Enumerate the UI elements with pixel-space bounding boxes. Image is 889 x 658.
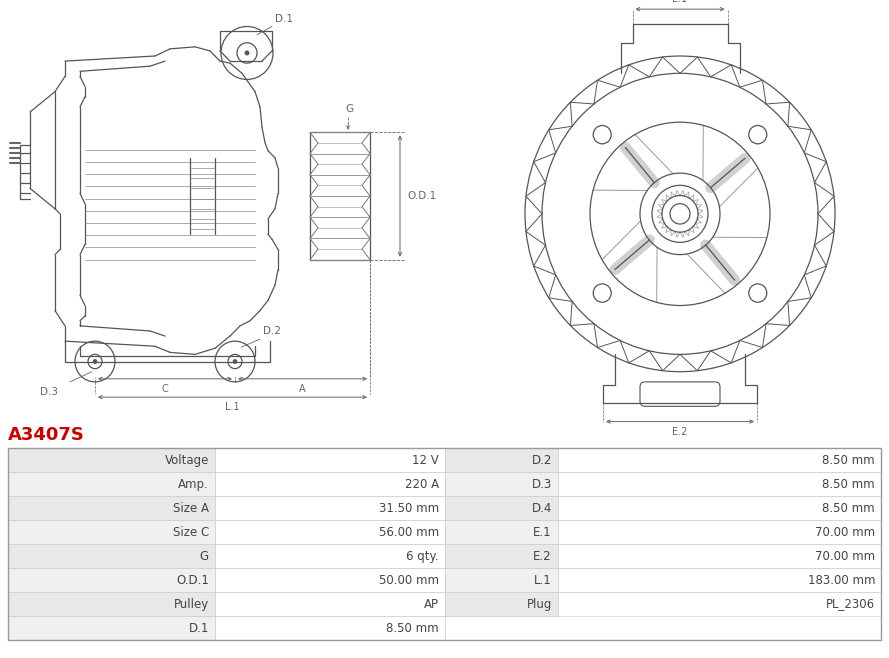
Text: 183.00 mm: 183.00 mm [807,574,875,586]
Bar [8,568,215,592]
Bar [215,568,445,592]
Text: 6 qty.: 6 qty. [406,549,439,563]
Text: G: G [200,549,209,563]
Text: D.1: D.1 [188,622,209,634]
Bar [8,544,215,568]
Bar [445,472,558,496]
Circle shape [233,359,237,364]
Text: 70.00 mm: 70.00 mm [815,526,875,538]
Bar [8,592,215,616]
Text: A: A [300,384,306,394]
Text: 56.00 mm: 56.00 mm [379,526,439,538]
Bar [8,496,215,520]
Text: E.2: E.2 [533,549,552,563]
Text: G: G [345,104,353,114]
Text: 8.50 mm: 8.50 mm [387,622,439,634]
Circle shape [245,51,249,55]
Text: 8.50 mm: 8.50 mm [822,478,875,491]
Text: 12 V: 12 V [412,453,439,467]
Text: Plug: Plug [526,597,552,611]
Text: O.D.1: O.D.1 [176,574,209,586]
Text: D.3: D.3 [532,478,552,491]
Bar [215,592,445,616]
Bar [558,448,881,472]
Bar [445,448,558,472]
Text: 50.00 mm: 50.00 mm [379,574,439,586]
Text: 8.50 mm: 8.50 mm [822,501,875,515]
Text: O.D.1: O.D.1 [407,191,436,201]
Text: L.1: L.1 [225,402,240,413]
Text: Voltage: Voltage [164,453,209,467]
Bar [8,520,215,544]
Circle shape [93,359,97,364]
Text: E.2: E.2 [672,426,688,437]
Bar [445,592,558,616]
Text: Amp.: Amp. [179,478,209,491]
Text: 220 A: 220 A [404,478,439,491]
Bar [215,520,445,544]
Bar [558,520,881,544]
Text: 31.50 mm: 31.50 mm [379,501,439,515]
Bar [445,496,558,520]
Bar [558,496,881,520]
Text: D.4: D.4 [532,501,552,515]
Text: E.1: E.1 [533,526,552,538]
Bar [445,520,558,544]
Bar [215,616,445,640]
Bar [215,472,445,496]
Bar [215,496,445,520]
Text: D.3: D.3 [40,387,58,397]
Text: Pulley: Pulley [173,597,209,611]
Text: E.1: E.1 [672,0,687,4]
Bar [215,448,445,472]
Text: Size C: Size C [172,526,209,538]
Bar [558,472,881,496]
Text: 70.00 mm: 70.00 mm [815,549,875,563]
Bar [558,592,881,616]
Text: L.1: L.1 [534,574,552,586]
Bar [445,568,558,592]
Bar [445,544,558,568]
Bar [558,544,881,568]
Text: AP: AP [424,597,439,611]
Text: D.2: D.2 [532,453,552,467]
Bar [215,544,445,568]
Text: Size A: Size A [173,501,209,515]
Text: PL_2306: PL_2306 [826,597,875,611]
Bar [558,568,881,592]
Text: A3407S: A3407S [8,426,84,444]
Text: C: C [162,384,168,394]
Bar [8,448,215,472]
Text: 8.50 mm: 8.50 mm [822,453,875,467]
Text: D.2: D.2 [263,326,281,336]
Bar [8,616,215,640]
Text: D.1: D.1 [275,14,293,24]
Bar [8,472,215,496]
Bar [8,448,881,640]
